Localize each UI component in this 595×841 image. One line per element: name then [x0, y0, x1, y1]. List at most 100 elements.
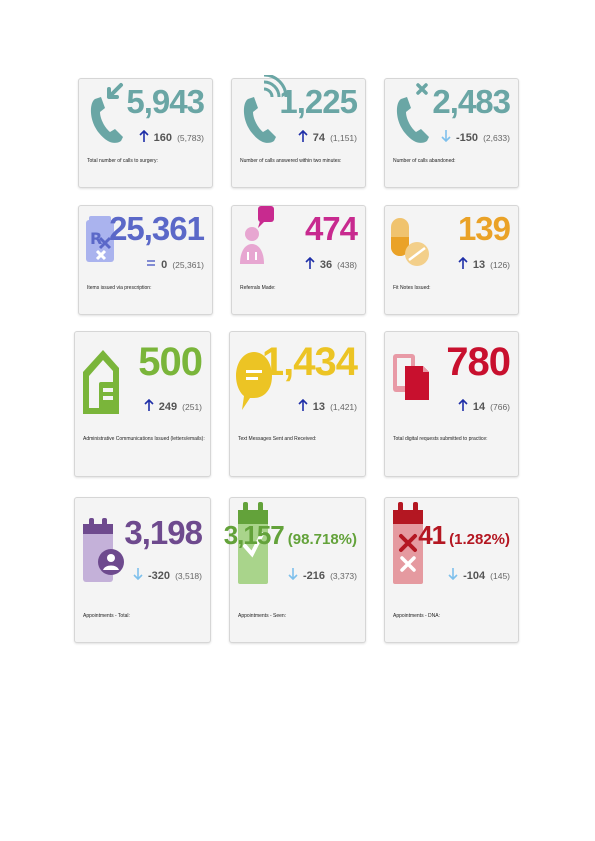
stat-label: Number of calls abandoned: [393, 158, 456, 164]
stat-change: 160 (5,783) [139, 130, 204, 144]
arrow-up-icon [458, 257, 468, 269]
stat-previous: (251) [182, 402, 202, 412]
phone-incoming-icon [90, 83, 123, 143]
stat-delta: 36 [319, 259, 333, 271]
stat-card-fit-notes: 139 13 (126) Fit Notes Issued: [384, 205, 519, 315]
stat-card-appointments-total: 3,198 -320 (3,518) Appointments - Total: [74, 497, 211, 643]
stat-card-appointments-seen: 3,157 (98.718%) -216 (3,373) Appointments… [224, 497, 366, 643]
stat-delta: -320 [147, 570, 170, 582]
stat-value: 1,434 [261, 340, 358, 384]
stat-label: Text Messages Sent and Received: [238, 436, 317, 442]
stat-delta: 0 [161, 259, 168, 271]
stat-value: 3,198 [124, 514, 203, 552]
stat-percent: (1.282%) [449, 531, 510, 548]
stat-previous: (1,151) [330, 133, 357, 143]
stat-label: Total digital requests submitted to prac… [393, 436, 488, 442]
stat-previous: (5,783) [177, 133, 204, 143]
prescription-icon: R [86, 216, 114, 262]
stat-delta: 13 [472, 259, 486, 271]
stat-label: Items issued via prescription: [87, 285, 152, 291]
stat-card-text-messages: 1,434 13 (1,421) Text Messages Sent and … [229, 331, 366, 477]
arrow-down-icon [133, 568, 143, 580]
stat-number: 3,198 [124, 514, 203, 551]
arrow-up-icon [139, 130, 149, 142]
stat-label: Number of calls answered within two minu… [240, 158, 342, 164]
stat-card-total-calls: 5,943 160 (5,783) Total number of calls … [78, 78, 213, 188]
stat-previous: (3,518) [175, 571, 202, 581]
stat-previous: (25,361) [172, 260, 204, 270]
stat-card-calls-answered: 1,225 74 (1,151) Number of calls answere… [231, 75, 366, 188]
calendar-check-icon [238, 502, 268, 584]
stat-value: 2,483 [432, 83, 511, 120]
calendar-cross-icon [393, 502, 423, 584]
stat-previous: (766) [490, 402, 510, 412]
stat-previous: (3,373) [330, 571, 357, 581]
arrow-up-icon [298, 399, 308, 411]
digital-request-icon [393, 354, 429, 400]
stat-label: Appointments - Total: [83, 613, 130, 619]
stat-change: 36 (438) [305, 257, 357, 271]
arrow-up-icon [298, 130, 308, 142]
stat-label: Appointments - Seen: [238, 613, 287, 619]
pills-icon [391, 218, 429, 266]
stat-delta: 13 [312, 401, 325, 413]
stat-value: 474 [304, 210, 358, 247]
speech-bubble-icon [236, 352, 272, 410]
equals-icon [147, 260, 156, 266]
stat-previous: (2,633) [483, 133, 510, 143]
arrow-down-icon [448, 568, 458, 580]
stat-delta: 14 [472, 401, 486, 413]
house-letter-icon [83, 350, 119, 414]
arrow-up-icon [144, 399, 154, 411]
stat-change: 13 (1,421) [298, 399, 357, 413]
stat-label: Appointments - DNA: [393, 613, 440, 619]
stat-value: 3,157 (98.718%) [224, 520, 357, 551]
stat-label: Administrative Communications Issued (le… [83, 436, 205, 442]
calendar-person-icon [83, 518, 124, 582]
stat-delta: 249 [158, 401, 178, 413]
stat-card-referrals: 474 36 (438) Referrals Made: [231, 205, 366, 315]
arrow-down-icon [441, 130, 451, 142]
stat-card-prescription-items: R 25,361 0 (25,361) Items issued via pre… [78, 205, 213, 315]
stat-value: 41 (1.282%) [418, 520, 510, 551]
stat-percent: (98.718%) [287, 531, 357, 548]
stat-delta: 74 [312, 132, 325, 144]
referral-icon [240, 206, 274, 264]
stat-label: Total number of calls to surgery: [87, 158, 158, 164]
stat-change: 13 (126) [458, 257, 510, 271]
stat-change: -320 (3,518) [133, 568, 202, 582]
stat-change: -216 (3,373) [288, 568, 357, 582]
stat-delta: -216 [302, 570, 325, 582]
stat-value: 5,943 [126, 83, 205, 120]
stat-value: 500 [138, 340, 203, 384]
stat-previous: (145) [490, 571, 510, 581]
stat-change: 74 (1,151) [298, 130, 357, 144]
stat-card-calls-abandoned: 2,483 -150 (2,633) Number of calls aband… [384, 78, 519, 188]
stat-value: 139 [457, 210, 511, 247]
stat-change: 0 (25,361) [146, 257, 204, 271]
phone-answered-icon [243, 75, 288, 143]
stat-delta: -104 [463, 570, 486, 582]
stat-previous: (1,421) [330, 402, 357, 412]
stat-card-digital-requests: 780 14 (766) Total digital requests subm… [384, 331, 519, 477]
stat-change: -104 (145) [448, 568, 510, 582]
arrow-up-icon [458, 399, 468, 411]
stat-label: Referrals Made: [240, 285, 276, 291]
arrow-down-icon [288, 568, 298, 580]
stat-card-appointments-dna: 41 (1.282%) -104 (145) Appointments - DNA… [384, 497, 519, 643]
stat-number: 3,157 [223, 520, 285, 550]
stat-change: -150 (2,633) [441, 130, 510, 144]
phone-abandoned-icon [396, 83, 429, 143]
arrow-up-icon [305, 257, 315, 269]
stat-previous: (126) [490, 260, 510, 270]
stat-value: 25,361 [109, 210, 205, 247]
stat-previous: (438) [337, 260, 357, 270]
stat-change: 14 (766) [458, 399, 510, 413]
stat-value: 780 [446, 340, 511, 384]
stat-change: 249 (251) [144, 399, 202, 413]
stat-card-admin-communications: 500 249 (251) Administrative Communicati… [74, 331, 211, 477]
stat-number: 41 [418, 520, 446, 550]
stat-label: Fit Notes Issued: [393, 285, 431, 291]
stat-delta: 160 [153, 132, 172, 144]
svg-text:R: R [90, 229, 102, 248]
